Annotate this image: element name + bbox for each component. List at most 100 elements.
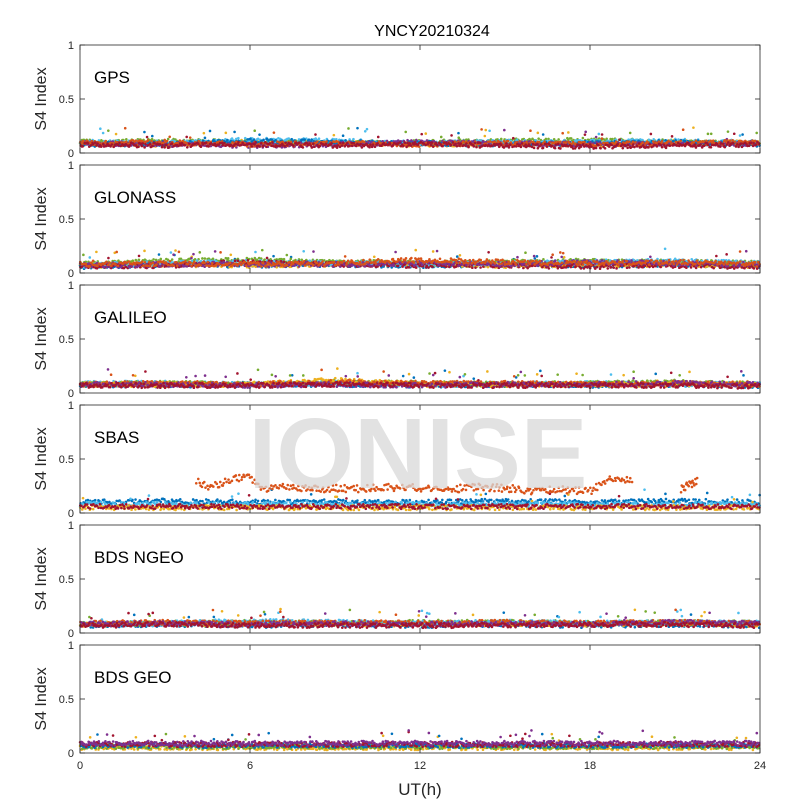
data-point bbox=[316, 140, 319, 143]
data-point bbox=[737, 145, 740, 149]
data-point bbox=[388, 142, 392, 146]
data-point bbox=[224, 256, 228, 260]
data-point bbox=[692, 126, 695, 129]
panel-gps-points bbox=[78, 126, 761, 150]
data-point bbox=[497, 145, 501, 149]
data-point bbox=[211, 257, 215, 261]
data-point bbox=[285, 253, 289, 257]
data-point bbox=[506, 139, 510, 143]
data-point bbox=[721, 142, 725, 145]
data-point bbox=[310, 146, 314, 149]
data-point bbox=[459, 142, 463, 145]
data-point bbox=[204, 141, 208, 144]
data-point bbox=[313, 145, 316, 149]
data-point bbox=[223, 141, 226, 145]
data-point bbox=[652, 138, 655, 141]
data-point bbox=[318, 144, 322, 148]
data-point bbox=[254, 140, 257, 144]
data-point bbox=[536, 131, 540, 135]
data-point bbox=[99, 145, 103, 148]
data-point bbox=[340, 144, 344, 147]
data-point bbox=[332, 133, 336, 137]
data-point bbox=[352, 137, 355, 141]
data-point bbox=[234, 142, 237, 146]
data-point bbox=[732, 132, 736, 136]
data-point bbox=[457, 131, 460, 135]
data-point bbox=[709, 145, 713, 149]
data-point bbox=[562, 256, 566, 259]
data-point bbox=[143, 146, 146, 149]
data-point bbox=[544, 137, 548, 141]
data-point bbox=[647, 146, 650, 149]
data-point bbox=[754, 143, 758, 146]
data-point bbox=[503, 128, 506, 132]
data-point bbox=[297, 138, 301, 141]
data-point bbox=[570, 145, 574, 148]
data-point bbox=[597, 143, 600, 147]
data-point bbox=[202, 131, 206, 135]
data-point bbox=[199, 145, 203, 149]
data-point bbox=[262, 138, 265, 142]
data-point bbox=[473, 141, 477, 145]
data-point bbox=[600, 133, 604, 136]
data-point bbox=[531, 142, 535, 146]
data-point bbox=[599, 143, 602, 146]
data-point bbox=[518, 140, 522, 143]
data-point bbox=[208, 129, 212, 133]
data-point bbox=[226, 138, 229, 142]
data-point bbox=[480, 128, 483, 131]
data-point bbox=[369, 143, 372, 147]
data-point bbox=[370, 145, 374, 149]
data-point bbox=[368, 145, 371, 149]
data-point bbox=[185, 146, 189, 149]
data-point bbox=[268, 142, 272, 145]
data-point bbox=[514, 145, 518, 148]
data-point bbox=[496, 143, 500, 146]
data-point bbox=[272, 254, 275, 258]
data-point bbox=[472, 145, 476, 148]
data-point bbox=[124, 140, 128, 144]
data-point bbox=[148, 142, 152, 146]
data-point bbox=[282, 257, 286, 261]
data-point bbox=[465, 142, 468, 145]
data-point bbox=[312, 142, 315, 146]
data-point bbox=[632, 143, 635, 146]
data-point bbox=[455, 255, 459, 258]
data-point bbox=[581, 136, 585, 140]
data-point bbox=[292, 144, 295, 148]
data-point bbox=[488, 129, 491, 133]
data-point bbox=[703, 144, 706, 147]
data-point bbox=[201, 257, 204, 260]
data-point bbox=[170, 142, 174, 145]
data-point bbox=[345, 141, 349, 145]
data-point bbox=[583, 133, 587, 136]
data-point bbox=[258, 133, 261, 136]
data-point bbox=[719, 142, 723, 145]
data-point bbox=[649, 132, 653, 136]
data-point bbox=[406, 138, 409, 142]
data-point bbox=[165, 139, 169, 143]
data-point bbox=[344, 139, 347, 142]
data-point bbox=[441, 144, 444, 148]
data-point bbox=[174, 249, 177, 252]
data-point bbox=[250, 145, 254, 148]
data-point bbox=[371, 143, 375, 146]
data-point bbox=[429, 143, 433, 147]
data-point bbox=[539, 143, 543, 146]
data-point bbox=[628, 131, 632, 135]
data-point bbox=[110, 143, 114, 146]
data-point bbox=[755, 131, 758, 135]
data-point bbox=[641, 141, 644, 144]
data-point bbox=[458, 254, 462, 257]
data-point bbox=[402, 144, 405, 148]
data-point bbox=[431, 145, 435, 148]
data-point bbox=[594, 146, 598, 150]
data-point bbox=[603, 147, 607, 150]
data-point bbox=[537, 140, 541, 144]
data-point bbox=[314, 133, 317, 136]
data-point bbox=[450, 134, 453, 137]
data-point bbox=[553, 146, 557, 150]
data-point bbox=[243, 136, 247, 140]
data-point bbox=[461, 140, 465, 143]
data-point bbox=[621, 146, 625, 150]
